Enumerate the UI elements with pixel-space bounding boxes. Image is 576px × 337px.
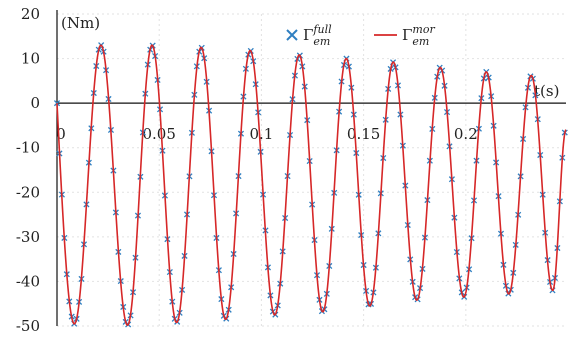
y-tick-label: -20 xyxy=(16,183,40,201)
x-tick-label: 0.2 xyxy=(454,125,478,143)
y-tick-label: 20 xyxy=(21,5,40,23)
x-tick-label: 0.05 xyxy=(143,125,176,143)
legend-full-marker xyxy=(286,29,298,41)
y-axis-unit-label: (Nm) xyxy=(61,14,100,32)
x-tick-label: 0.1 xyxy=(249,125,273,143)
x-tick-label: 0.15 xyxy=(347,125,380,143)
legend-x-marker xyxy=(286,29,298,41)
legend-mor-sup: mor xyxy=(412,23,435,36)
y-tick-label: 0 xyxy=(30,94,40,112)
y-tick-label: -30 xyxy=(16,228,40,246)
y-tick-label: -10 xyxy=(16,139,40,157)
legend-mor-sub: em xyxy=(412,35,429,48)
y-tick-label: 10 xyxy=(21,50,40,68)
legend-full-sub: em xyxy=(313,35,330,48)
legend-full-sup: full xyxy=(312,23,332,36)
grid xyxy=(57,13,566,327)
series-mor-line xyxy=(56,44,567,326)
y-tick-label: -50 xyxy=(16,317,40,335)
legend: Γfull em Γmor em xyxy=(286,23,435,48)
x-tick-label: 0 xyxy=(56,125,66,143)
legend-mor-base: Γ xyxy=(402,26,412,44)
y-tick-label: -40 xyxy=(16,272,40,290)
x-tick-labels: 0 0.05 0.1 0.15 0.2 xyxy=(56,125,478,143)
x-axis-label: t(s) xyxy=(534,82,559,100)
legend-full-base: Γ xyxy=(303,26,313,44)
legend-full-label: Γfull em xyxy=(303,23,332,48)
legend-mor-label: Γmor em xyxy=(402,23,435,48)
y-tick-labels: 20 10 0 -10 -20 -30 -40 -50 xyxy=(16,5,40,335)
